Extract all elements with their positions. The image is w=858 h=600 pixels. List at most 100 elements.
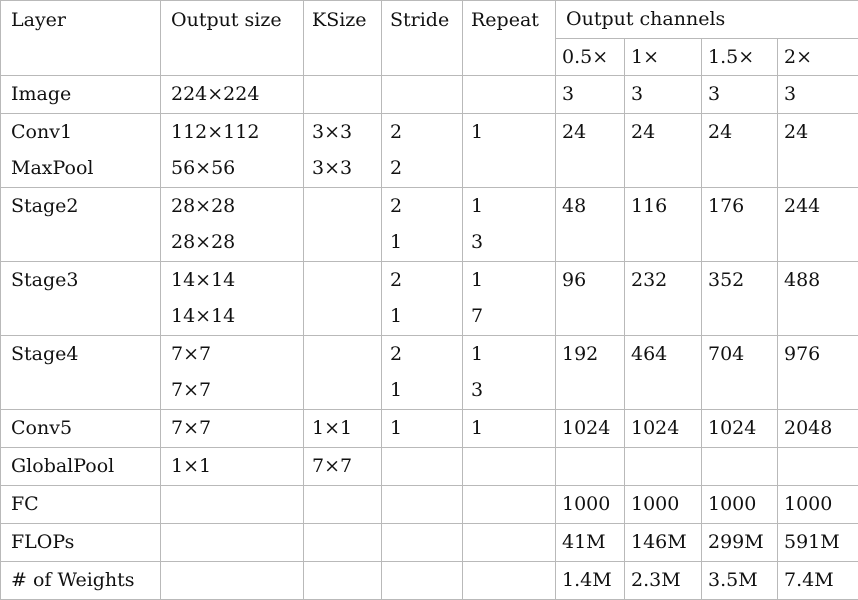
cell-line: 7×7 xyxy=(171,336,303,372)
cell-line: Stage4 xyxy=(11,336,160,372)
cell-channels: 3.5M xyxy=(702,562,778,600)
cell-repeat xyxy=(463,524,556,562)
cell-repeat xyxy=(463,486,556,524)
cell-line xyxy=(471,150,555,186)
cell-layer: Conv5 xyxy=(1,410,161,448)
cell-layer: FLOPs xyxy=(1,524,161,562)
cell-line: 464 xyxy=(631,336,701,372)
cell-line: 3 xyxy=(631,76,701,112)
cell-output-size xyxy=(161,524,304,562)
cell-line xyxy=(562,448,624,484)
cell-channels: 1024 xyxy=(702,410,778,448)
cell-channels: 7.4M xyxy=(778,562,858,600)
cell-line: # of Weights xyxy=(11,562,160,598)
cell-line: 299M xyxy=(708,524,777,560)
cell-line xyxy=(390,562,462,598)
cell-line xyxy=(11,372,160,408)
cell-ksize xyxy=(304,188,382,262)
cell-channels: 704 xyxy=(702,336,778,410)
cell-line: 7×7 xyxy=(312,448,381,484)
cell-line xyxy=(390,76,462,112)
cell-line xyxy=(312,336,381,372)
cell-channels: 3 xyxy=(778,76,858,114)
cell-line: 1024 xyxy=(562,410,624,446)
cell-layer: Image xyxy=(1,76,161,114)
cell-line xyxy=(471,76,555,112)
cell-line: 96 xyxy=(562,262,624,298)
cell-line: 1 xyxy=(390,372,462,408)
cell-line xyxy=(471,524,555,560)
cell-line: 3 xyxy=(471,224,555,260)
cell-line: 1×1 xyxy=(312,410,381,446)
cell-line: 1.4M xyxy=(562,562,624,598)
cell-line: 14×14 xyxy=(171,262,303,298)
cell-line xyxy=(390,448,462,484)
cell-channels: 3 xyxy=(702,76,778,114)
cell-channels: 591M xyxy=(778,524,858,562)
cell-line: FLOPs xyxy=(11,524,160,560)
cell-line: 14×14 xyxy=(171,298,303,334)
cell-channels: 24 xyxy=(625,114,702,188)
cell-line: 591M xyxy=(784,524,858,560)
cell-line: 3 xyxy=(708,76,777,112)
cell-channels xyxy=(625,448,702,486)
cell-line: 3.5M xyxy=(708,562,777,598)
cell-line: 116 xyxy=(631,188,701,224)
cell-ksize: 7×7 xyxy=(304,448,382,486)
cell-layer: FC xyxy=(1,486,161,524)
cell-line: 28×28 xyxy=(171,188,303,224)
header-layer: Layer xyxy=(1,1,161,76)
cell-channels: 96 xyxy=(556,262,625,336)
cell-line: 488 xyxy=(784,262,858,298)
cell-channels: 192 xyxy=(556,336,625,410)
cell-output-size xyxy=(161,486,304,524)
cell-channels: 146M xyxy=(625,524,702,562)
cell-repeat: 1 xyxy=(463,114,556,188)
cell-line: 7.4M xyxy=(784,562,858,598)
cell-line: 1 xyxy=(390,298,462,334)
cell-line: 3×3 xyxy=(312,114,381,150)
cell-line: 224×224 xyxy=(171,76,303,112)
cell-channels: 1024 xyxy=(625,410,702,448)
cell-line xyxy=(312,298,381,334)
cell-line xyxy=(312,224,381,260)
cell-channels xyxy=(556,448,625,486)
cell-line: 3×3 xyxy=(312,150,381,186)
cell-line: 976 xyxy=(784,336,858,372)
cell-channels: 3 xyxy=(625,76,702,114)
header-width-2x: 2× xyxy=(778,39,858,76)
cell-stride xyxy=(382,448,463,486)
cell-line: 192 xyxy=(562,336,624,372)
cell-channels: 299M xyxy=(702,524,778,562)
cell-stride xyxy=(382,486,463,524)
cell-line: 2 xyxy=(390,114,462,150)
cell-channels: 3 xyxy=(556,76,625,114)
cell-line xyxy=(312,262,381,298)
cell-line xyxy=(390,524,462,560)
cell-ksize xyxy=(304,524,382,562)
cell-channels: 244 xyxy=(778,188,858,262)
cell-line xyxy=(708,448,777,484)
cell-line: 352 xyxy=(708,262,777,298)
cell-line: 56×56 xyxy=(171,150,303,186)
cell-stride xyxy=(382,524,463,562)
header-repeat: Repeat xyxy=(463,1,556,76)
cell-stride: 1 xyxy=(382,410,463,448)
cell-line: 24 xyxy=(562,114,624,150)
cell-line: Stage3 xyxy=(11,262,160,298)
